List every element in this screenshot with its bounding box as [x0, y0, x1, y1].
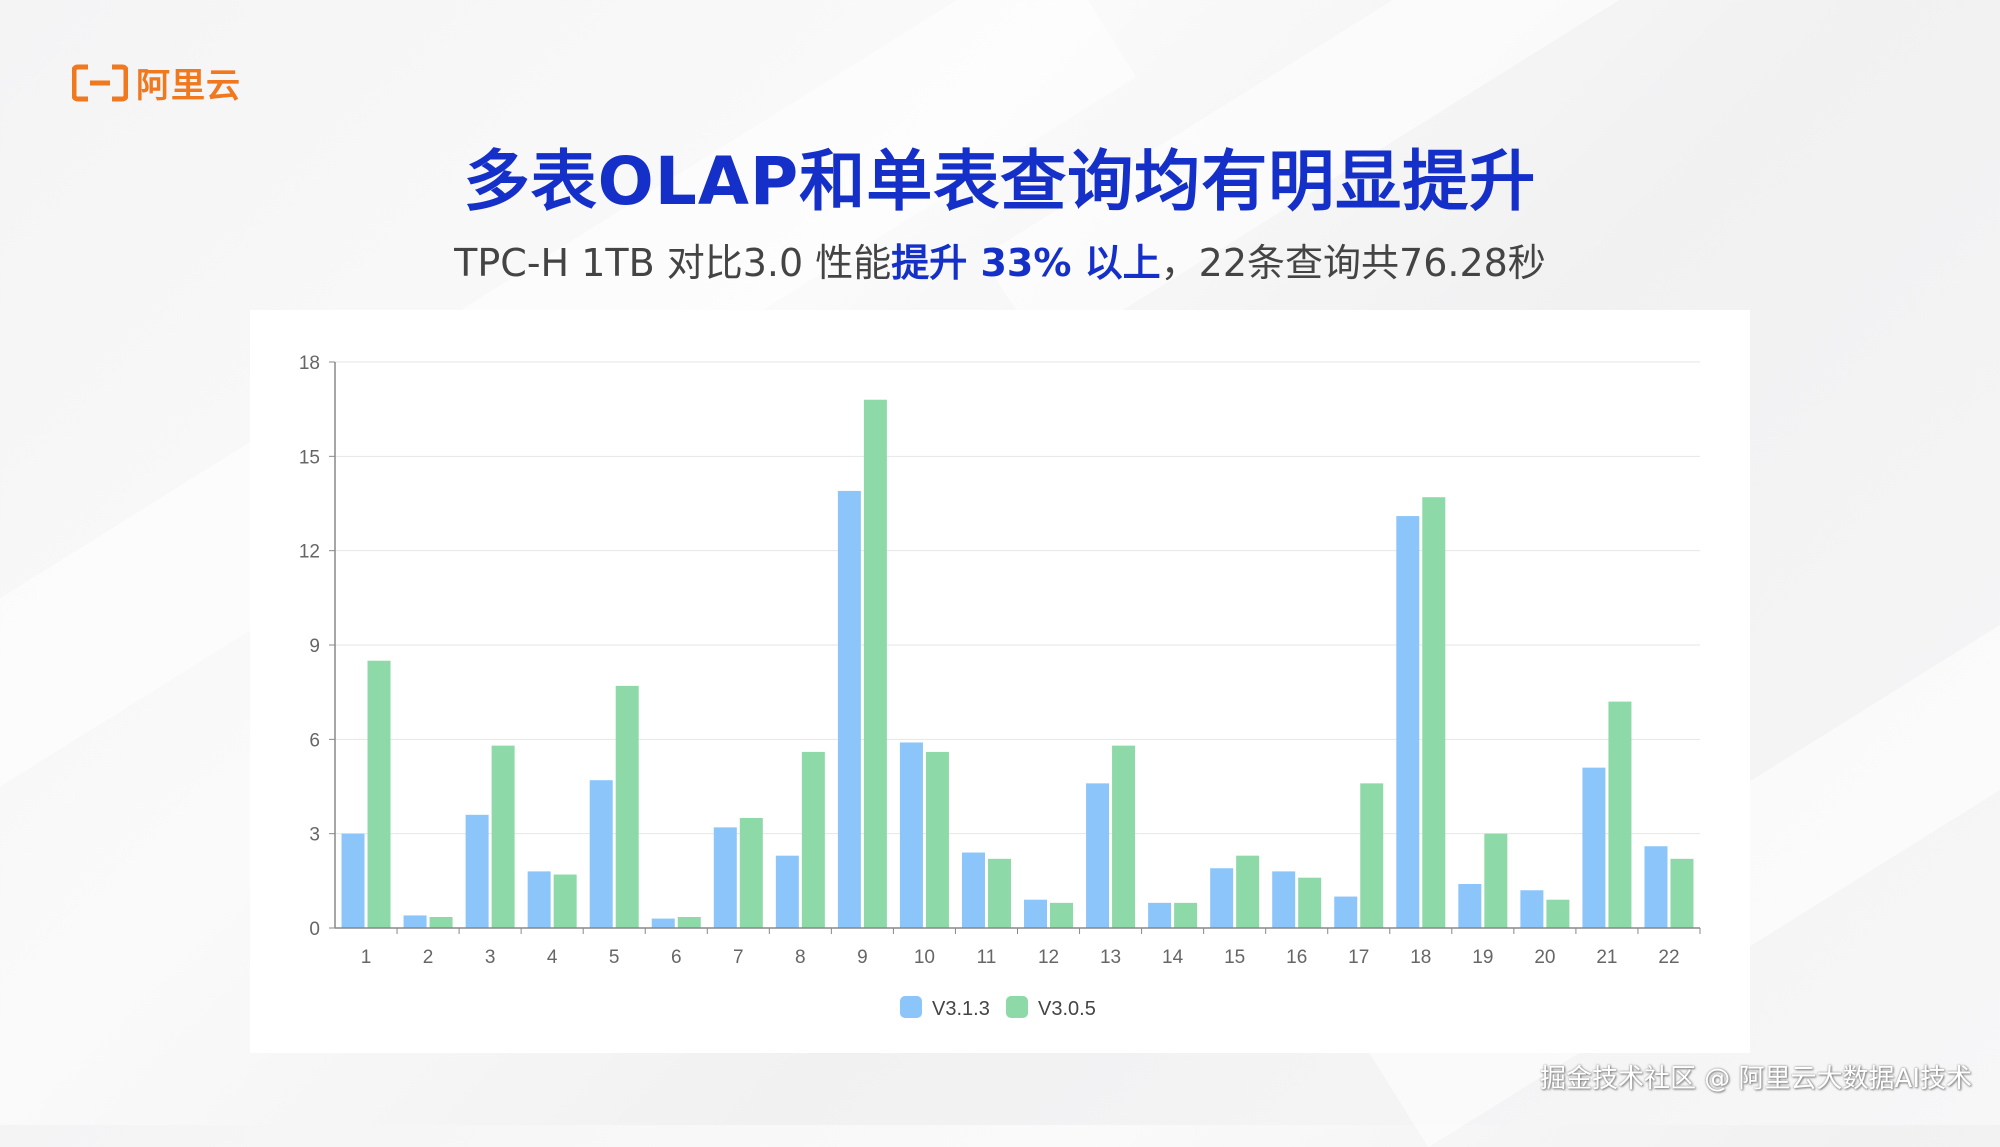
- bar-V3.0.5-q21: [1608, 701, 1632, 928]
- bar-V3.1.3-q13: [1086, 783, 1110, 928]
- bar-V3.1.3-q17: [1334, 896, 1358, 928]
- bar-V3.1.3-q9: [837, 490, 861, 928]
- x-tick-label: 2: [423, 947, 434, 968]
- y-tick-label: 15: [299, 447, 320, 468]
- bar-V3.0.5-q1: [367, 660, 391, 928]
- bar-V3.0.5-q20: [1546, 899, 1570, 928]
- aliyun-logo-icon: [72, 64, 128, 101]
- x-tick-label: 13: [1100, 947, 1121, 968]
- legend: V3.1.3 V3.0.5: [900, 996, 1096, 1020]
- bar-V3.0.5-q19: [1484, 833, 1508, 928]
- legend-swatch: [1006, 996, 1028, 1018]
- bar-V3.1.3-q5: [589, 780, 613, 928]
- chart-card: 0 3 6 9 12 15 18 1 2 3 4 5 6 7 8 9 10 11 12 13 14 15 16 17 18 19 2…: [250, 310, 1750, 1053]
- y-tick-label: 9: [309, 636, 320, 657]
- bar-V3.0.5-q16: [1298, 877, 1322, 928]
- bar-V3.0.5-q12: [1050, 902, 1074, 928]
- subtitle-text: TPC-H 1TB 对比3.0 性能: [454, 241, 892, 285]
- bar-V3.0.5-q18: [1422, 497, 1446, 928]
- bar-V3.1.3-q19: [1458, 883, 1482, 928]
- x-tick-label: 4: [547, 947, 558, 968]
- bar-V3.0.5-q11: [987, 858, 1011, 928]
- x-tick-label: 5: [609, 947, 620, 968]
- bar-V3.1.3-q20: [1520, 890, 1544, 928]
- x-tick-label: 22: [1658, 947, 1679, 968]
- x-tick-label: 6: [671, 947, 682, 968]
- bar-V3.0.5-q3: [491, 745, 515, 928]
- bar-V3.0.5-q22: [1670, 858, 1694, 928]
- y-tick-label: 18: [299, 353, 320, 374]
- bar-V3.0.5-q14: [1174, 902, 1198, 928]
- bar-V3.1.3-q7: [713, 827, 737, 928]
- bar-V3.0.5-q10: [925, 751, 949, 928]
- subtitle-highlight: 提升 33% 以上: [891, 241, 1161, 285]
- grid-lines: [335, 361, 1700, 835]
- x-tick-label: 12: [1038, 947, 1059, 968]
- bar-V3.1.3-q10: [899, 742, 923, 928]
- bar-V3.1.3-q1: [341, 833, 365, 928]
- x-tick-label: 17: [1348, 947, 1369, 968]
- x-tick-label: 8: [795, 947, 806, 968]
- x-tick-label: 20: [1534, 947, 1555, 968]
- bar-V3.0.5-q7: [739, 817, 763, 928]
- x-tick-label: 19: [1472, 947, 1493, 968]
- page-title: 多表OLAP和单表查询均有明显提升: [463, 143, 1537, 220]
- x-tick-label: 9: [857, 947, 868, 968]
- aliyun-logo: 阿里云: [72, 58, 241, 107]
- y-tick-label: 6: [309, 730, 320, 751]
- bar-V3.1.3-q4: [527, 871, 551, 928]
- legend-label: V3.1.3: [932, 998, 990, 1020]
- bar-V3.0.5-q2: [429, 916, 453, 928]
- x-tick-label: 7: [733, 947, 744, 968]
- x-tick-label: 1: [361, 947, 372, 968]
- bar-V3.1.3-q2: [403, 915, 427, 928]
- x-tick-label: 14: [1162, 947, 1184, 968]
- y-tick-label: 0: [309, 919, 320, 940]
- bar-V3.0.5-q6: [677, 916, 701, 928]
- watermark: 掘金技术社区 @ 阿里云大数据AI技术: [1540, 1064, 1972, 1094]
- bar-V3.1.3-q12: [1024, 899, 1048, 928]
- bar-V3.0.5-q9: [863, 399, 887, 928]
- bar-V3.1.3-q6: [651, 918, 675, 928]
- x-tick-label: 3: [485, 947, 496, 968]
- bar-V3.1.3-q16: [1272, 871, 1296, 928]
- subtitle-text-end: ，22条查询共76.28秒: [1160, 241, 1546, 285]
- bar-V3.1.3-q18: [1396, 516, 1420, 928]
- bar-V3.1.3-q8: [775, 855, 799, 928]
- bar-V3.0.5-q17: [1360, 783, 1384, 928]
- legend-swatch: [900, 996, 922, 1018]
- y-tick-label: 12: [299, 542, 320, 563]
- bar-V3.0.5-q5: [615, 685, 639, 928]
- x-tick-label: 10: [914, 947, 935, 968]
- page-subtitle: TPC-H 1TB 对比3.0 性能提升 33% 以上，22条查询共76.28秒: [0, 232, 2000, 287]
- brand-name: 阿里云: [136, 66, 241, 106]
- legend-label: V3.0.5: [1038, 998, 1096, 1020]
- bar-V3.1.3-q14: [1148, 902, 1172, 928]
- bar-V3.0.5-q4: [553, 874, 577, 928]
- bar-V3.1.3-q3: [465, 814, 489, 928]
- x-tick-label: 15: [1224, 947, 1245, 968]
- bars: [341, 399, 1694, 928]
- bar-V3.0.5-q8: [801, 751, 825, 928]
- x-tick-label: 21: [1596, 947, 1617, 968]
- bar-V3.1.3-q15: [1210, 868, 1234, 928]
- x-tick-label: 11: [977, 947, 997, 968]
- bar-V3.1.3-q22: [1644, 846, 1668, 928]
- bar-V3.1.3-q21: [1582, 767, 1606, 928]
- x-tick-label: 16: [1286, 947, 1307, 968]
- bar-V3.0.5-q15: [1236, 855, 1260, 928]
- x-tick-label: 18: [1410, 947, 1431, 968]
- y-tick-label: 3: [309, 825, 320, 846]
- bar-V3.1.3-q11: [961, 852, 985, 928]
- bar-V3.0.5-q13: [1112, 745, 1136, 928]
